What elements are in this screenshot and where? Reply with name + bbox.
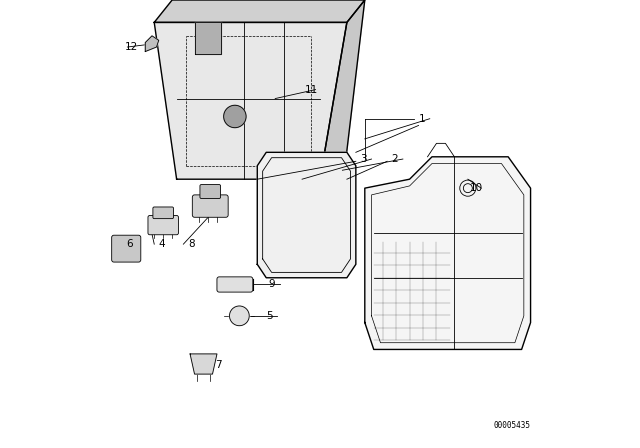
Polygon shape [154, 22, 347, 179]
Text: 9: 9 [269, 280, 275, 289]
Polygon shape [365, 157, 531, 349]
FancyBboxPatch shape [192, 195, 228, 217]
Text: 11: 11 [305, 85, 317, 95]
FancyBboxPatch shape [217, 277, 253, 292]
Text: 8: 8 [188, 239, 195, 249]
Polygon shape [145, 36, 159, 52]
Text: 7: 7 [215, 360, 221, 370]
FancyBboxPatch shape [200, 185, 221, 198]
Text: 2: 2 [392, 154, 398, 164]
Circle shape [224, 105, 246, 128]
Text: 4: 4 [159, 239, 165, 249]
Circle shape [230, 306, 249, 326]
Text: 1: 1 [419, 114, 425, 124]
Polygon shape [154, 0, 365, 22]
FancyBboxPatch shape [148, 215, 179, 235]
Text: 5: 5 [266, 311, 273, 321]
FancyBboxPatch shape [112, 235, 141, 262]
Text: 10: 10 [470, 183, 483, 193]
Polygon shape [257, 152, 356, 278]
Polygon shape [190, 354, 217, 374]
Text: 00005435: 00005435 [493, 421, 531, 430]
Text: 12: 12 [125, 42, 139, 52]
Text: 3: 3 [360, 154, 367, 164]
Polygon shape [195, 22, 221, 54]
Polygon shape [320, 0, 365, 188]
Text: 6: 6 [126, 239, 132, 249]
FancyBboxPatch shape [153, 207, 173, 219]
